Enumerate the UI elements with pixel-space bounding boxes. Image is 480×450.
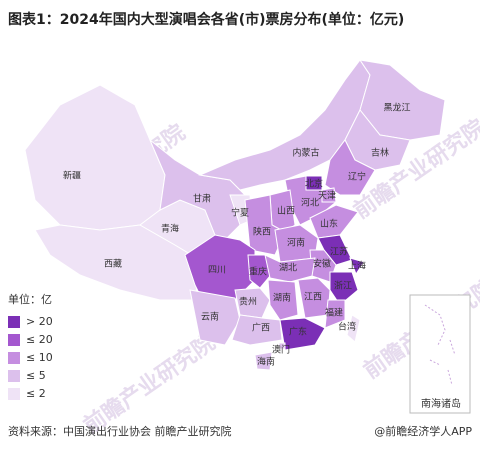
province-label: 河北 — [301, 197, 319, 209]
province-label: 云南 — [201, 311, 219, 323]
province-label: 西藏 — [104, 258, 122, 270]
legend-label: ≤ 20 — [26, 333, 53, 346]
province-label: 陕西 — [253, 226, 271, 238]
province — [346, 314, 361, 343]
province-label: 湖北 — [279, 263, 297, 274]
province — [309, 204, 359, 239]
legend-label: > 20 — [26, 315, 53, 328]
province-label: 宁夏 — [231, 207, 249, 219]
province-label: 河南 — [287, 237, 305, 249]
legend-swatch — [8, 334, 20, 346]
province — [274, 224, 319, 263]
province-label: 北京 — [305, 178, 323, 190]
legend-label: ≤ 2 — [26, 387, 46, 400]
province — [189, 289, 241, 346]
legend-swatch — [8, 370, 20, 382]
province — [284, 175, 338, 226]
province-label: 湖南 — [273, 292, 291, 304]
province — [358, 59, 446, 141]
legend-label: ≤ 10 — [26, 351, 53, 364]
province — [231, 314, 283, 346]
province-label: 广西 — [252, 322, 270, 334]
title: 图表1：2024年国内大型演唱会各省(市)票房分布(单位：亿元) — [8, 11, 404, 28]
province-label: 安徽 — [313, 258, 331, 270]
province-label: 重庆 — [249, 266, 267, 278]
province-label: 上海 — [348, 260, 366, 272]
province-label: 四川 — [208, 266, 226, 276]
province-label: 江西 — [304, 292, 322, 303]
legend: > 20 ≤ 20 ≤ 10 ≤ 5 ≤ 2 — [8, 315, 53, 400]
province-label: 新疆 — [63, 170, 81, 182]
province — [264, 254, 316, 283]
source: 资料来源：中国演出行业协会 前瞻产业研究院 — [8, 424, 232, 438]
province-label: 内蒙古 — [292, 147, 319, 159]
province-label: 甘肃 — [193, 193, 211, 205]
province-label: 海南 — [257, 356, 275, 368]
inset-label: 南海诸岛 — [421, 397, 461, 410]
province — [329, 271, 359, 306]
province-label: 吉林 — [371, 147, 389, 159]
province-label: 福建 — [325, 307, 343, 319]
legend-swatch — [8, 352, 20, 364]
province — [324, 139, 376, 196]
province — [267, 279, 299, 321]
province — [317, 234, 353, 266]
inset-box — [409, 294, 471, 414]
province — [349, 257, 365, 276]
legend-title: 单位：亿 — [8, 292, 52, 306]
province-label: 辽宁 — [348, 171, 366, 183]
province-label: 澳门 — [272, 344, 290, 356]
province — [234, 287, 271, 319]
province-label: 天津 — [318, 191, 336, 202]
legend-swatch — [8, 316, 20, 328]
province-label: 山东 — [320, 218, 338, 230]
province-label: 青海 — [161, 223, 179, 235]
province-label: 台湾 — [338, 321, 356, 333]
province-label: 江苏 — [330, 246, 348, 258]
province-label: 浙江 — [334, 280, 352, 292]
province-label: 广东 — [289, 326, 307, 338]
province — [24, 84, 166, 231]
legend-swatch — [8, 388, 20, 400]
inset-outline — [424, 304, 456, 386]
province-label: 贵州 — [239, 296, 257, 308]
watermark: 前瞻产业研究院 — [79, 329, 220, 439]
province-label: 黑龙江 — [383, 102, 410, 114]
legend-label: ≤ 5 — [26, 369, 46, 382]
province-label: 山西 — [277, 206, 295, 217]
province — [324, 299, 346, 329]
province — [254, 351, 273, 371]
province — [278, 342, 286, 350]
brand: @前瞻经济学人APP — [374, 424, 472, 438]
